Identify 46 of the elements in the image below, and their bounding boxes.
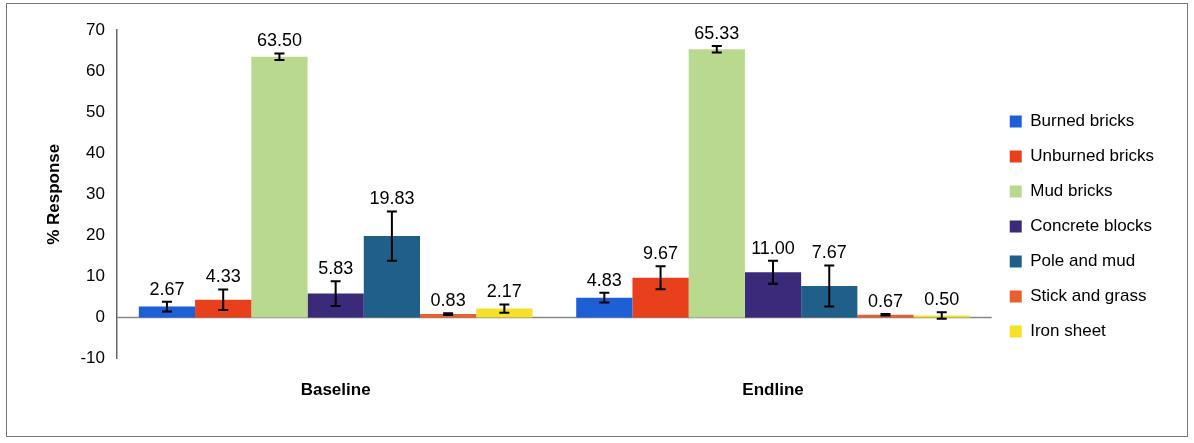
legend-label: Pole and mud (1030, 251, 1136, 271)
data-label: 4.33 (205, 266, 241, 287)
data-label: 4.83 (586, 269, 622, 290)
legend-label: Concrete blocks (1030, 216, 1153, 236)
data-label: 7.67 (811, 242, 847, 263)
data-label: 2.67 (149, 278, 185, 299)
data-label: 11.00 (751, 237, 795, 258)
bar (913, 315, 970, 318)
y-tick-label: 60 (86, 60, 105, 80)
y-tick-label: 10 (86, 266, 105, 286)
bar (576, 297, 633, 318)
data-label: 65.33 (694, 22, 740, 43)
bar (251, 56, 308, 318)
bar (801, 286, 858, 318)
y-tick-label: 50 (86, 101, 105, 121)
data-label: 0.67 (867, 290, 904, 311)
y-tick-label: 0 (95, 307, 105, 327)
bar (307, 293, 364, 318)
bar (476, 308, 533, 318)
bar (195, 299, 252, 318)
x-tick-label: Baseline (300, 380, 371, 400)
x-tick-label: Endline (742, 380, 804, 400)
legend-label: Mud bricks (1030, 181, 1113, 201)
bar (138, 306, 196, 318)
bar (688, 49, 745, 318)
legend-label: Burned bricks (1030, 111, 1135, 131)
y-axis-title: % Response (43, 143, 63, 245)
y-tick-label: 30 (86, 183, 105, 203)
data-label: 9.67 (643, 243, 679, 264)
y-tick-label: 40 (86, 142, 105, 162)
legend-label: Unburned bricks (1030, 146, 1154, 166)
legend-label: Iron sheet (1030, 321, 1107, 341)
data-label: 19.83 (369, 188, 415, 209)
bar (744, 272, 802, 318)
bar (420, 314, 477, 318)
data-label: 0.83 (430, 290, 466, 311)
legend-label: Stick and grass (1030, 286, 1147, 306)
y-tick-label: 70 (86, 19, 105, 39)
y-tick-label: -10 (80, 348, 105, 368)
data-label: 63.50 (256, 30, 302, 51)
data-label: 2.17 (486, 281, 522, 302)
bar (632, 277, 689, 318)
data-label: 5.83 (318, 258, 354, 279)
bar (363, 236, 421, 318)
data-label: 0.50 (924, 289, 960, 310)
y-tick-label: 20 (86, 225, 105, 245)
